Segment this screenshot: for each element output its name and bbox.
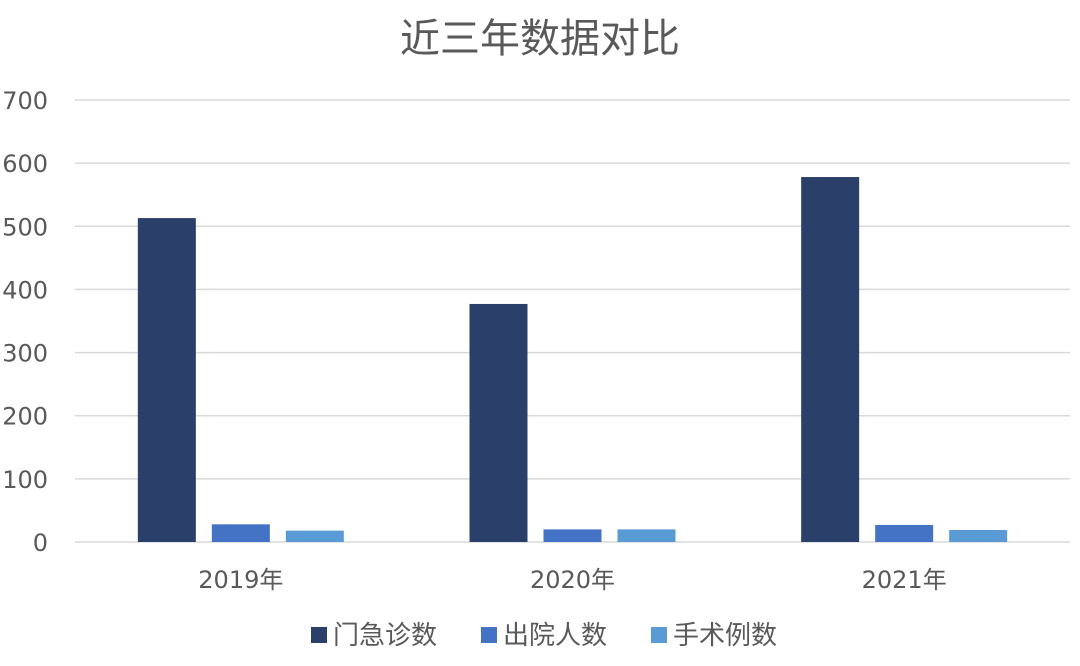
bar-1-2 — [469, 303, 528, 542]
gridlines — [75, 99, 1070, 543]
y-tick-label: 700 — [2, 87, 48, 115]
legend-item: 手术例数 — [651, 621, 777, 651]
bar-1-1 — [137, 218, 196, 542]
legend-label: 出院人数 — [503, 621, 607, 651]
bars — [137, 177, 1008, 542]
legend-item: 出院人数 — [481, 621, 607, 651]
bar-2-3 — [875, 524, 934, 542]
bar-2-2 — [543, 529, 602, 542]
y-axis-tick-labels: 0 100 200 300 400 500 600 700 — [2, 87, 48, 557]
y-tick-label: 600 — [2, 150, 48, 178]
bar-2-1 — [211, 524, 270, 542]
y-tick-label: 100 — [2, 466, 48, 494]
legend-swatch — [651, 627, 667, 643]
bar-3-3 — [949, 530, 1008, 542]
y-tick-label: 0 — [33, 529, 48, 557]
bar-3-2 — [617, 529, 676, 542]
x-tick-label: 2020年 — [530, 566, 615, 594]
y-tick-label: 200 — [2, 403, 48, 431]
legend-swatch — [311, 627, 327, 643]
y-tick-label: 300 — [2, 340, 48, 368]
legend-label: 手术例数 — [673, 621, 777, 651]
bar-3-1 — [285, 530, 344, 542]
x-axis-tick-labels: 2019年 2020年 2021年 — [198, 566, 946, 594]
chart-title: 近三年数据对比 — [400, 16, 680, 62]
y-tick-label: 400 — [2, 276, 48, 304]
legend-swatch — [481, 627, 497, 643]
legend-item: 门急诊数 — [311, 621, 437, 651]
bar-1-3 — [801, 177, 860, 542]
x-tick-label: 2021年 — [862, 566, 947, 594]
y-tick-label: 500 — [2, 213, 48, 241]
legend: 门急诊数 出院人数 手术例数 — [311, 621, 777, 651]
x-tick-label: 2019年 — [198, 566, 283, 594]
legend-label: 门急诊数 — [333, 621, 437, 651]
